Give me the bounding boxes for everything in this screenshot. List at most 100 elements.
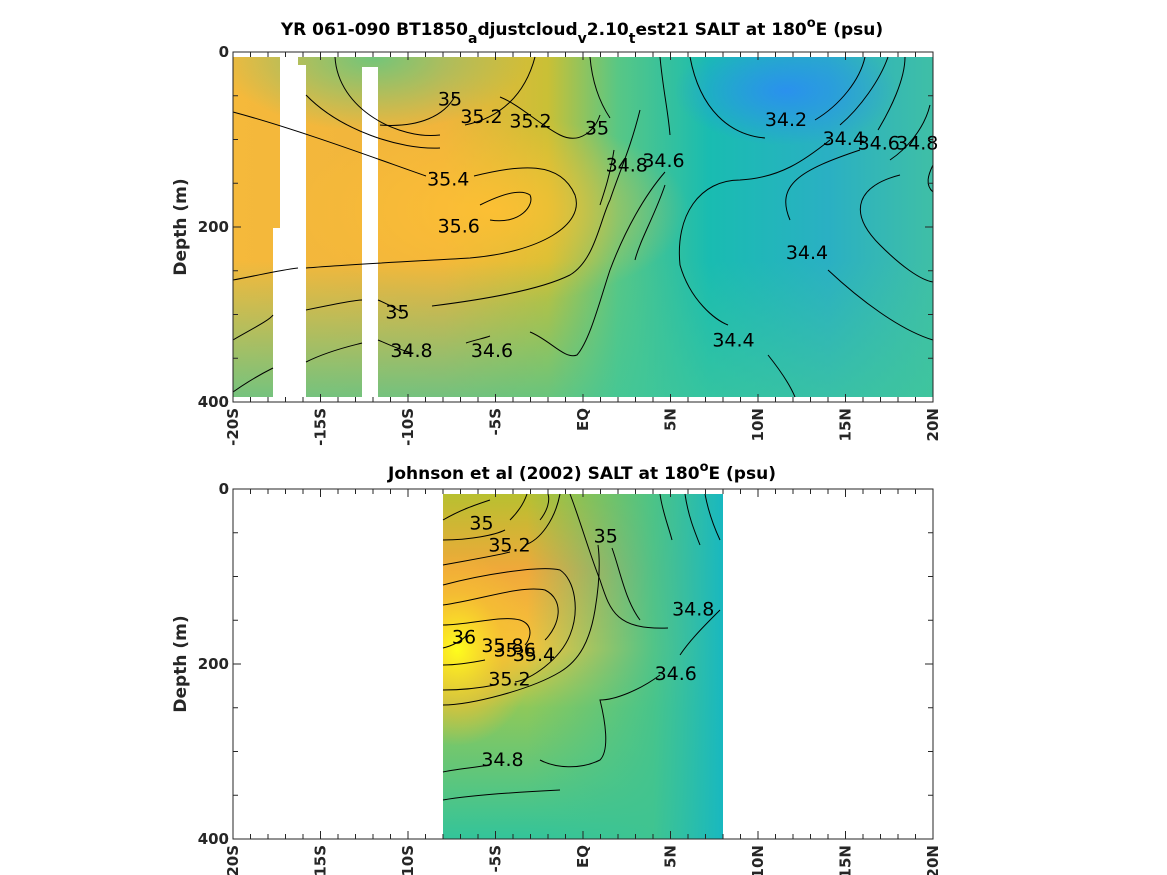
contour-label: 36 — [452, 626, 476, 648]
top-panel-x-ticks: -20S -15S -10S -5S EQ 5N 10N 15N 20N — [224, 52, 942, 446]
contour-line — [569, 493, 669, 629]
contour-label: 34.8 — [481, 749, 523, 771]
contour-line — [442, 493, 550, 541]
contour-label: 35 — [385, 301, 409, 323]
contour-line — [927, 164, 934, 193]
contour-line — [379, 95, 601, 139]
contour-line — [442, 618, 531, 646]
contour-line — [232, 171, 666, 393]
bottom-panel-field — [443, 494, 723, 839]
contour-line — [442, 568, 576, 683]
bottom-panel-x-ticks: -20S -15S -10S -5S EQ 5N 10N 15N 20N — [224, 489, 942, 875]
x-tick-label: 5N — [662, 408, 680, 431]
contour-line — [442, 789, 561, 801]
top-panel-y-axis-label: Depth (m) — [171, 178, 191, 275]
contour-line — [659, 493, 721, 546]
contour-line — [678, 56, 889, 398]
x-tick-label: 20N — [924, 408, 942, 441]
contour-line — [442, 544, 600, 706]
contour-label: 35.4 — [427, 168, 469, 190]
contour-line — [442, 659, 486, 666]
contour-label: 35 — [438, 89, 462, 111]
contour-label: 35 — [594, 526, 618, 548]
top-panel-field — [233, 57, 933, 397]
contour-line — [232, 267, 299, 281]
top-panel: YR 061-090 BT1850adjustcloudv2.10test21 … — [171, 16, 942, 446]
contour-label: 35.2 — [488, 668, 530, 690]
contour-label: 35.6 — [494, 639, 536, 661]
contour-line — [479, 191, 532, 222]
contour-line — [442, 609, 721, 773]
contour-line — [442, 635, 467, 649]
bottom-panel-y-axis-label: Depth (m) — [171, 615, 191, 712]
x-tick-label: -15S — [312, 408, 330, 446]
top-panel-contours — [232, 56, 934, 398]
y-tick-label: 0 — [219, 480, 229, 498]
x-tick-label: EQ — [574, 408, 592, 431]
contour-line — [442, 588, 559, 641]
field-eastern-side — [443, 494, 723, 839]
x-tick-label: EQ — [574, 845, 592, 868]
contour-label: 35.4 — [513, 644, 555, 666]
contour-label: 35.6 — [438, 216, 480, 238]
contour-label: 34.4 — [712, 329, 754, 351]
contour-label: 34.6 — [642, 150, 684, 172]
contour-line — [859, 104, 934, 283]
x-tick-label: -5S — [487, 408, 505, 435]
contour-label: 34.8 — [606, 154, 648, 176]
contour-label: 34.6 — [858, 132, 900, 154]
x-tick-label: 20N — [924, 845, 942, 875]
contour-line — [232, 109, 641, 341]
y-tick-label: 400 — [198, 830, 229, 848]
y-tick-label: 200 — [198, 655, 229, 673]
contour-line — [442, 493, 561, 566]
x-tick-label: 10N — [749, 408, 767, 441]
contour-label: 35.2 — [460, 106, 502, 128]
missing-data-gap — [362, 67, 378, 397]
x-tick-label: -15S — [312, 845, 330, 875]
x-tick-label: -10S — [399, 845, 417, 875]
contour-line — [611, 547, 641, 621]
contour-label: 34.6 — [655, 663, 697, 685]
contour-label: 34.8 — [672, 598, 714, 620]
contour-line — [442, 684, 496, 691]
contour-label: 35.8 — [481, 635, 523, 657]
top-panel-title: YR 061-090 BT1850adjustcloudv2.10test21 … — [280, 16, 883, 47]
contour-line — [334, 56, 536, 137]
x-tick-label: 10N — [749, 845, 767, 875]
bottom-panel-y-ticks: 0 200 400 — [198, 480, 933, 848]
bottom-panel-contours — [442, 493, 721, 801]
contour-label: 35.2 — [488, 534, 530, 556]
contour-label: 34.4 — [786, 242, 828, 264]
bottom-panel-title: Johnson et al (2002) SALT at 180oE (psu) — [387, 460, 776, 484]
x-tick-label: 15N — [837, 845, 855, 875]
contour-label: 34.4 — [823, 128, 865, 150]
contour-line — [689, 56, 866, 139]
x-tick-label: 5N — [662, 845, 680, 868]
contour-label: 34.8 — [390, 340, 432, 362]
contour-line — [785, 56, 934, 341]
x-tick-label: -20S — [224, 845, 242, 875]
y-tick-label: 400 — [198, 393, 229, 411]
top-panel-y-ticks: 0 200 400 — [198, 43, 933, 411]
missing-data-gap — [273, 228, 281, 397]
y-tick-label: 200 — [198, 218, 229, 236]
contour-line — [634, 56, 671, 261]
contour-label: 34.6 — [471, 340, 513, 362]
y-tick-label: 0 — [219, 43, 229, 61]
contour-line — [232, 111, 577, 269]
field-deep-layer — [233, 57, 933, 397]
contour-label: 34.2 — [765, 109, 807, 131]
contour-label: 35 — [469, 513, 493, 535]
contour-label: 35 — [585, 118, 609, 140]
x-tick-label: -5S — [487, 845, 505, 872]
contour-label: 35.2 — [509, 111, 551, 133]
contour-line — [442, 493, 528, 521]
bottom-panel: Johnson et al (2002) SALT at 180oE (psu)… — [171, 460, 942, 875]
x-tick-label: -20S — [224, 408, 242, 446]
contour-line — [305, 94, 441, 149]
missing-data-gap — [298, 65, 306, 397]
